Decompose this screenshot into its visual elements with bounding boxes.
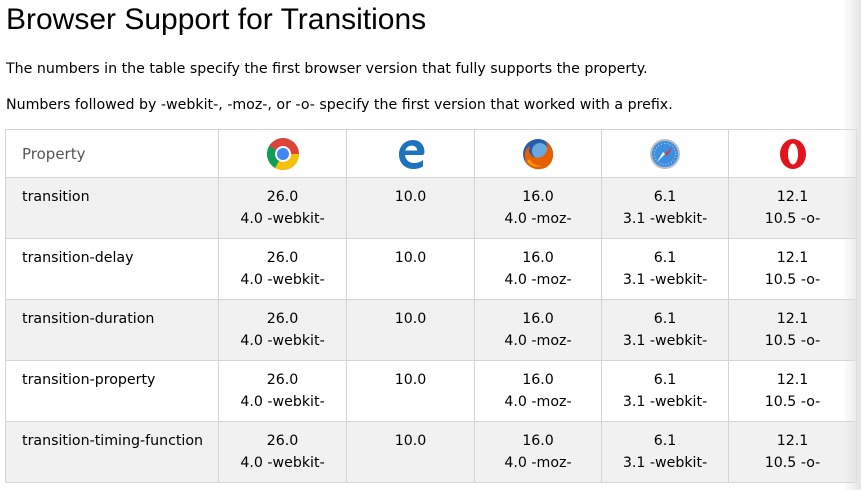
full-support-version: 16.0 (522, 311, 554, 327)
full-support-version: 12.1 (776, 311, 809, 327)
prefixed-version: 10.5 -o- (764, 272, 821, 288)
full-support-version: 16.0 (522, 372, 554, 388)
prefixed-version: 4.0 -moz- (504, 333, 572, 349)
chrome-version-cell: 26.0 4.0 -webkit- (218, 238, 347, 300)
full-support-version: 6.1 (653, 189, 677, 205)
full-support-version: 26.0 (266, 372, 299, 388)
chrome-version-cell: 26.0 4.0 -webkit- (218, 177, 347, 239)
property-cell: transition-duration (5, 299, 219, 361)
full-support-version: 26.0 (266, 433, 299, 449)
full-support-version: 10.0 (394, 250, 427, 266)
table-header-row: Property (5, 129, 857, 178)
safari-version-cell: 6.1 3.1 -webkit- (601, 421, 729, 483)
safari-version-cell: 6.1 3.1 -webkit- (601, 177, 729, 239)
prefixed-version: 3.1 -webkit- (622, 211, 708, 227)
prefixed-version: 4.0 -moz- (504, 272, 572, 288)
full-support-version: 12.1 (776, 189, 809, 205)
edge-version-cell: 10.0 (346, 177, 475, 239)
opera-version-cell: 12.1 10.5 -o- (728, 177, 857, 239)
opera-version-cell: 12.1 10.5 -o- (728, 360, 857, 422)
prefixed-version: 4.0 -moz- (504, 211, 572, 227)
chrome-version-cell: 26.0 4.0 -webkit- (218, 360, 347, 422)
prefixed-version: 4.0 -webkit- (240, 394, 325, 410)
chrome-icon (219, 137, 346, 171)
firefox-icon (475, 137, 601, 171)
full-support-version: 6.1 (653, 250, 677, 266)
prefixed-version: 4.0 -webkit- (240, 455, 325, 471)
edge-version-cell: 10.0 (346, 421, 475, 483)
prefixed-version: 4.0 -webkit- (240, 333, 325, 349)
opera-version-cell: 12.1 10.5 -o- (728, 238, 857, 300)
full-support-version: 10.0 (394, 433, 427, 449)
full-support-version: 16.0 (522, 433, 554, 449)
chrome-column-header (218, 129, 347, 178)
property-column-header: Property (5, 129, 219, 178)
safari-version-cell: 6.1 3.1 -webkit- (601, 299, 729, 361)
firefox-version-cell: 16.0 4.0 -moz- (474, 360, 602, 422)
full-support-version: 6.1 (653, 311, 677, 327)
page-title: Browser Support for Transitions (6, 3, 427, 36)
full-support-version: 6.1 (653, 372, 677, 388)
full-support-version: 16.0 (522, 189, 554, 205)
safari-column-header (601, 129, 729, 178)
prefix-note-paragraph: Numbers followed by -webkit-, -moz-, or … (6, 97, 673, 113)
table-row: transition-duration 26.0 4.0 -webkit- 10.… (5, 299, 857, 361)
firefox-version-cell: 16.0 4.0 -moz- (474, 421, 602, 483)
opera-version-cell: 12.1 10.5 -o- (728, 299, 857, 361)
firefox-version-cell: 16.0 4.0 -moz- (474, 299, 602, 361)
table-row: transition 26.0 4.0 -webkit- 10.0 16.0 4.0… (5, 177, 857, 239)
full-support-version: 26.0 (266, 189, 299, 205)
prefixed-version: 10.5 -o- (764, 333, 821, 349)
prefixed-version: 3.1 -webkit- (622, 272, 708, 288)
full-support-version: 16.0 (522, 250, 554, 266)
prefixed-version: 10.5 -o- (764, 394, 821, 410)
page-edge-shadow (843, 0, 861, 490)
chrome-version-cell: 26.0 4.0 -webkit- (218, 299, 347, 361)
opera-icon (729, 138, 856, 170)
firefox-column-header (474, 129, 602, 178)
prefixed-version: 10.5 -o- (764, 455, 821, 471)
prefixed-version: 4.0 -moz- (504, 394, 572, 410)
edge-icon (347, 138, 474, 170)
table-row: transition-timing-function 26.0 4.0 -webk… (5, 421, 857, 483)
edge-version-cell: 10.0 (346, 360, 475, 422)
full-support-version: 10.0 (394, 311, 427, 327)
prefixed-version: 4.0 -webkit- (240, 211, 325, 227)
full-support-version: 26.0 (266, 311, 299, 327)
prefixed-version: 3.1 -webkit- (622, 333, 708, 349)
full-support-version: 10.0 (394, 189, 427, 205)
prefixed-version: 3.1 -webkit- (622, 394, 708, 410)
property-cell: transition-delay (5, 238, 219, 300)
edge-version-cell: 10.0 (346, 238, 475, 300)
edge-column-header (346, 129, 475, 178)
prefixed-version: 4.0 -moz- (504, 455, 572, 471)
full-support-version: 12.1 (776, 433, 809, 449)
prefixed-version: 3.1 -webkit- (622, 455, 708, 471)
intro-paragraph: The numbers in the table specify the fir… (6, 61, 648, 77)
opera-version-cell: 12.1 10.5 -o- (728, 421, 857, 483)
opera-column-header (728, 129, 857, 178)
full-support-version: 10.0 (394, 372, 427, 388)
full-support-version: 6.1 (653, 433, 677, 449)
firefox-version-cell: 16.0 4.0 -moz- (474, 177, 602, 239)
safari-version-cell: 6.1 3.1 -webkit- (601, 238, 729, 300)
table-row: transition-property 26.0 4.0 -webkit- 10.… (5, 360, 857, 422)
safari-version-cell: 6.1 3.1 -webkit- (601, 360, 729, 422)
browser-support-table: Property (5, 129, 857, 483)
full-support-version: 12.1 (776, 250, 809, 266)
prefixed-version: 10.5 -o- (764, 211, 821, 227)
full-support-version: 12.1 (776, 372, 809, 388)
edge-version-cell: 10.0 (346, 299, 475, 361)
table-row: transition-delay 26.0 4.0 -webkit- 10.0 1… (5, 238, 857, 300)
property-cell: transition-property (5, 360, 219, 422)
firefox-version-cell: 16.0 4.0 -moz- (474, 238, 602, 300)
safari-icon (602, 138, 728, 170)
prefixed-version: 4.0 -webkit- (240, 272, 325, 288)
property-cell: transition (5, 177, 219, 239)
full-support-version: 26.0 (266, 250, 299, 266)
chrome-version-cell: 26.0 4.0 -webkit- (218, 421, 347, 483)
property-cell: transition-timing-function (5, 421, 219, 483)
